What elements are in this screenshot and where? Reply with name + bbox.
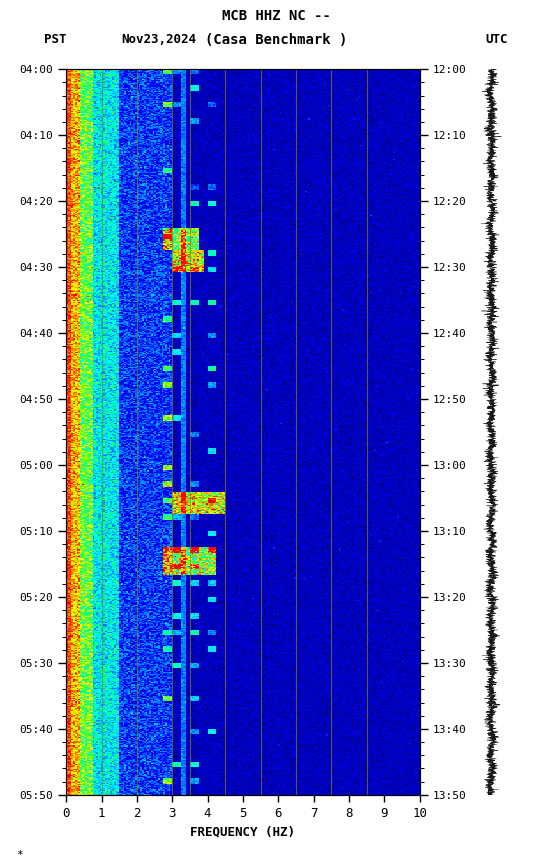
Text: (Casa Benchmark ): (Casa Benchmark ) [205, 33, 347, 48]
X-axis label: FREQUENCY (HZ): FREQUENCY (HZ) [190, 825, 295, 838]
Text: *: * [17, 850, 23, 861]
Text: MCB HHZ NC --: MCB HHZ NC -- [221, 10, 331, 23]
Text: Nov23,2024: Nov23,2024 [121, 33, 197, 47]
Text: PST: PST [44, 33, 67, 47]
Text: UTC: UTC [486, 33, 508, 47]
